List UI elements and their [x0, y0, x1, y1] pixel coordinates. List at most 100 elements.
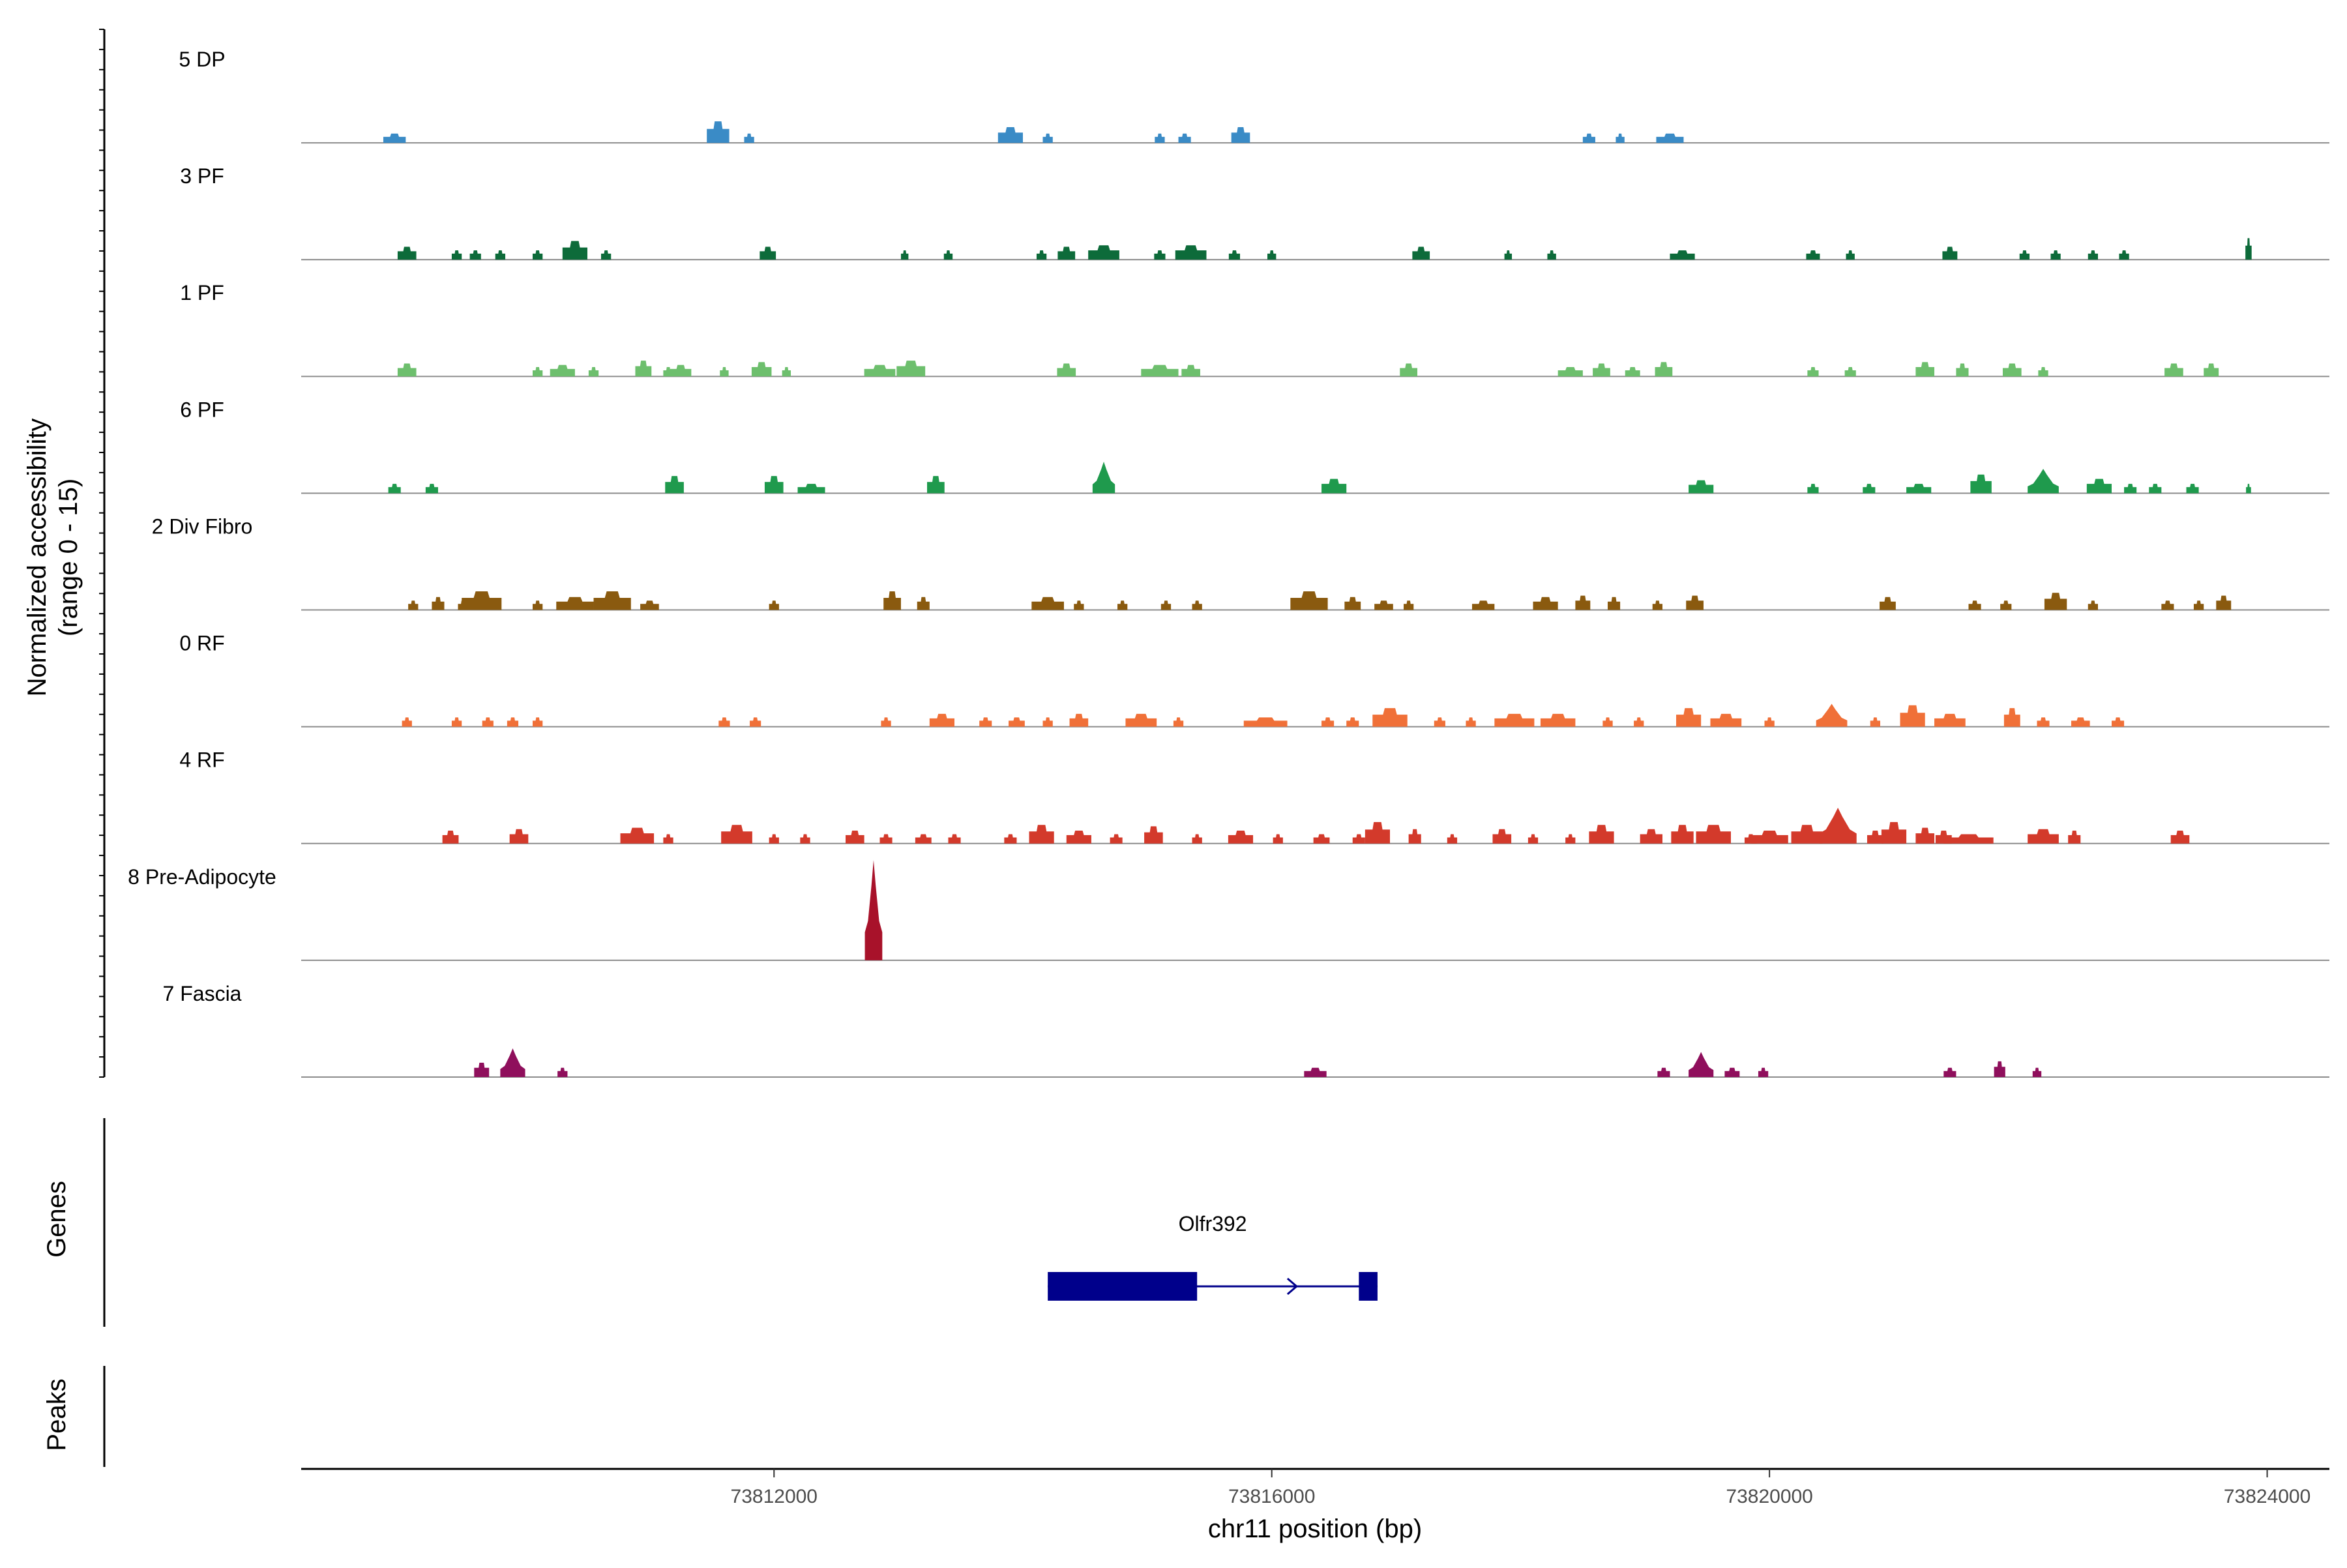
track-5-dp: 5 DP: [179, 48, 2329, 144]
coverage-peak: [1192, 834, 1202, 844]
track-7-fascia: 7 Fascia: [163, 982, 2329, 1078]
coverage-peak: [1846, 250, 1855, 260]
coverage-peak: [1175, 245, 1207, 260]
coverage-peak: [1819, 807, 1857, 844]
coverage-peak: [482, 717, 494, 727]
coverage-peak: [1092, 462, 1115, 494]
coverage-peak: [1042, 717, 1053, 727]
coverage-peak: [997, 126, 1023, 143]
coverage-peak: [900, 250, 909, 260]
coverage-peak: [2245, 238, 2252, 260]
coverage-peak: [1004, 834, 1017, 844]
coverage-peak: [474, 1063, 490, 1077]
track-label: 0 RF: [179, 632, 224, 655]
coverage-peak: [495, 250, 506, 260]
coverage-peak: [1492, 829, 1512, 844]
coverage-peak: [979, 717, 992, 727]
coverage-peak: [1758, 1067, 1769, 1077]
coverage-peak: [1906, 484, 1932, 494]
coverage-peak: [1670, 250, 1695, 260]
coverage-peak: [2068, 831, 2081, 844]
coverage-peak: [1807, 484, 1819, 494]
coverage-peak: [620, 827, 655, 844]
coverage-peak: [1968, 600, 1981, 610]
coverage-peak: [1346, 717, 1359, 727]
coverage-peak: [665, 476, 684, 494]
coverage-peak: [1915, 827, 1935, 844]
coverage-peak: [2204, 363, 2219, 377]
coverage-peak: [1942, 246, 1958, 260]
coverage-peak: [1750, 831, 1788, 844]
track-2-div-fibro: 2 Div Fibro: [152, 514, 2329, 611]
coverage-peak: [720, 367, 729, 377]
coverage-peak: [1344, 597, 1361, 610]
coverage-peak: [2032, 1067, 2042, 1077]
coverage-peak: [397, 363, 417, 377]
coverage-peak: [846, 831, 864, 844]
coverage-peak: [1557, 367, 1583, 377]
coverage-peak: [1173, 717, 1184, 727]
coverage-peak: [593, 591, 631, 610]
coverage-peak: [532, 367, 543, 377]
y-axis-title-line2: (range 0 - 15): [54, 479, 83, 636]
coverage-peak: [402, 717, 412, 727]
gene-olfr392: Olfr392: [1048, 1212, 1378, 1301]
coverage-peak: [469, 250, 481, 260]
y-axis-title-line1: Normalized accessibility: [23, 419, 52, 697]
coverage-peak: [2038, 367, 2048, 377]
coverage-peak: [1181, 364, 1200, 377]
coverage-peak: [1313, 834, 1330, 844]
track-3-pf: 3 PF: [180, 164, 2329, 261]
coverage-peak: [864, 860, 883, 960]
coverage-tracks: 5 DP 3 PF 1 PF 6 PF 2 Div Fibro 0 RF 4 RF 8 Pre…: [128, 48, 2329, 1078]
coverage-peak: [1273, 834, 1283, 844]
coverage-peak: [751, 362, 772, 377]
coverage-peak: [1466, 717, 1476, 727]
coverage-peak: [1125, 713, 1157, 727]
coverage-peak: [797, 484, 825, 494]
coverage-peak: [462, 591, 502, 610]
track-4-rf: 4 RF: [179, 748, 2329, 844]
coverage-peak: [2044, 593, 2067, 610]
coverage-peak: [1970, 474, 1992, 494]
coverage-peak: [1640, 829, 1662, 844]
coverage-peak: [1915, 362, 1935, 377]
coverage-peak: [397, 246, 417, 260]
peaks-panel: Peaks: [42, 1366, 106, 1467]
coverage-peak: [2124, 484, 2137, 494]
coverage-peak: [1575, 595, 1591, 610]
x-axis-title: chr11 position (bp): [1208, 1515, 1422, 1543]
track-1-pf: 1 PF: [180, 281, 2329, 377]
coverage-peak: [1533, 597, 1558, 610]
coverage-peak: [2246, 484, 2251, 494]
coverage-peak: [1408, 829, 1421, 844]
coverage-peak: [1608, 597, 1621, 610]
coverage-peak: [1304, 1067, 1327, 1077]
coverage-peak: [1178, 133, 1191, 143]
coverage-peak: [2086, 479, 2112, 494]
coverage-peak: [635, 361, 652, 377]
coverage-peak: [1231, 126, 1250, 143]
coverage-peak: [1321, 479, 1347, 494]
coverage-peak: [782, 367, 791, 377]
coverage-peak: [1593, 363, 1610, 377]
coverage-peak: [1504, 250, 1513, 260]
coverage-peak: [1764, 717, 1775, 727]
coverage-peak: [1494, 713, 1535, 727]
coverage-peak: [451, 250, 462, 260]
coverage-peak: [1036, 250, 1047, 260]
coverage-peak: [532, 250, 543, 260]
coverage-peak: [442, 831, 459, 844]
coverage-peak: [1154, 250, 1166, 260]
coverage-peak: [800, 834, 810, 844]
coverage-peak: [2088, 600, 2099, 610]
coverage-peak: [760, 246, 776, 260]
coverage-peak: [1374, 600, 1393, 610]
coverage-peak: [1806, 250, 1820, 260]
coverage-peak: [1160, 600, 1172, 610]
coverage-peak: [2003, 708, 2020, 727]
coverage-peak: [1372, 708, 1408, 727]
coverage-peak: [943, 250, 953, 260]
coverage-peak: [1074, 600, 1084, 610]
coverage-peak: [1321, 717, 1335, 727]
